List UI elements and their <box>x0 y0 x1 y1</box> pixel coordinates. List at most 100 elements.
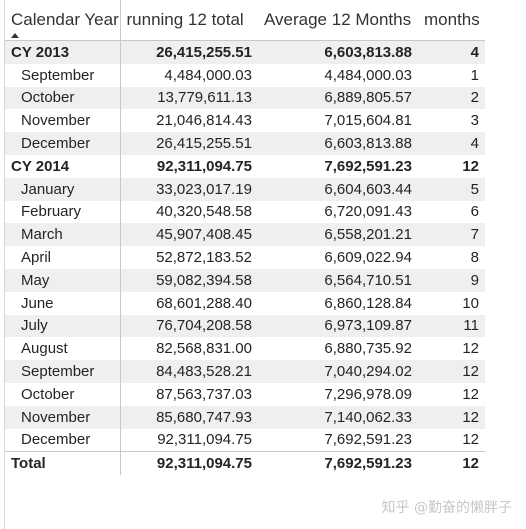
running-total-cell: 92,311,094.75 <box>157 431 252 449</box>
row-label: October <box>5 382 121 406</box>
column-header-months[interactable]: months <box>418 0 485 41</box>
months-cell: 7 <box>418 223 485 247</box>
average-cell: 6,609,022.94 <box>324 249 412 267</box>
total-months: 12 <box>418 451 485 476</box>
total-row: Total 92,311,094.75 7,692,591.23 12 <box>5 451 485 476</box>
running-total-cell: 68,601,288.40 <box>156 294 252 312</box>
average-cell: 6,564,710.51 <box>258 268 418 292</box>
row-label: November <box>5 109 121 133</box>
row-label: August <box>5 337 121 361</box>
table-row: February 40,320,548.58 6,720,091.43 6 <box>5 200 485 224</box>
table-row: January 33,023,017.19 6,604,603.44 5 <box>5 177 485 201</box>
months-cell: 5 <box>418 177 485 201</box>
months-cell: 3 <box>470 112 479 130</box>
row-label: February <box>5 200 121 224</box>
running-total-cell: 45,907,408.45 <box>120 223 258 247</box>
column-header-label: Average 12 Months <box>264 10 412 29</box>
running-total-cell: 13,779,611.13 <box>120 86 258 110</box>
table-row: November 21,046,814.43 7,015,604.81 3 <box>5 109 485 133</box>
running-total-cell: 4,484,000.03 <box>164 66 252 84</box>
months-cell: 12 <box>462 157 479 175</box>
table-row: August 82,568,831.00 6,880,735.92 12 <box>5 337 485 361</box>
row-label: April <box>5 246 121 269</box>
average-cell: 7,692,591.23 <box>324 157 412 175</box>
months-cell: 12 <box>462 385 479 403</box>
row-label: November <box>5 405 121 429</box>
running-total-cell: 87,563,737.03 <box>156 385 252 403</box>
group-row[interactable]: CY 2013 26,415,255.51 6,603,813.88 4 <box>5 40 485 64</box>
months-cell: 11 <box>418 314 485 338</box>
column-header-running-total[interactable]: running 12 total <box>120 0 258 41</box>
average-cell: 7,015,604.81 <box>324 112 412 130</box>
table-row: October 13,779,611.13 6,889,805.57 2 <box>5 86 485 110</box>
watermark: 知乎 @勤奋的懒胖子 <box>381 500 512 516</box>
table-row: July 76,704,208.58 6,973,109.87 11 <box>5 314 485 338</box>
header-row: Calendar Year running 12 total Average 1… <box>5 0 485 41</box>
column-header-average[interactable]: Average 12 Months <box>258 0 418 41</box>
running-total-cell: 52,872,183.52 <box>156 249 252 267</box>
table-row: September 84,483,528.21 7,040,294.02 12 <box>5 360 485 383</box>
average-cell: 7,692,591.23 <box>324 431 412 449</box>
row-label: May <box>5 268 121 292</box>
table-row: June 68,601,288.40 6,860,128.84 10 <box>5 291 485 315</box>
running-total-cell: 33,023,017.19 <box>120 177 258 201</box>
average-cell: 6,973,109.87 <box>258 314 418 338</box>
running-total-cell: 26,415,255.51 <box>120 40 258 64</box>
sort-ascending-icon[interactable] <box>11 33 19 38</box>
row-label: September <box>5 63 121 87</box>
row-label: CY 2014 <box>5 154 121 178</box>
months-cell: 12 <box>418 360 485 383</box>
average-cell: 6,720,091.43 <box>324 203 412 221</box>
table-row: October 87,563,737.03 7,296,978.09 12 <box>5 382 485 406</box>
running-total-cell: 26,415,255.51 <box>120 132 258 155</box>
running-total-cell: 76,704,208.58 <box>120 314 258 338</box>
column-header-label: months <box>424 10 480 29</box>
average-cell: 6,558,201.21 <box>258 223 418 247</box>
column-header-label: Calendar Year <box>11 10 119 29</box>
group-row[interactable]: CY 2014 92,311,094.75 7,692,591.23 12 <box>5 154 485 178</box>
months-cell: 2 <box>418 86 485 110</box>
running-total-cell: 21,046,814.43 <box>156 112 252 130</box>
running-total-cell: 59,082,394.58 <box>120 268 258 292</box>
row-label: CY 2013 <box>5 40 121 64</box>
row-label: October <box>5 86 121 110</box>
average-cell: 6,604,603.44 <box>258 177 418 201</box>
table-row: November 85,680,747.93 7,140,062.33 12 <box>5 405 485 429</box>
months-cell: 9 <box>418 268 485 292</box>
table-row: April 52,872,183.52 6,609,022.94 8 <box>5 246 485 269</box>
average-cell: 7,296,978.09 <box>324 385 412 403</box>
running-total-cell: 84,483,528.21 <box>120 360 258 383</box>
table-row: December 26,415,255.51 6,603,813.88 4 <box>5 132 485 155</box>
average-cell: 6,603,813.88 <box>258 40 418 64</box>
months-cell: 10 <box>462 294 479 312</box>
months-cell: 8 <box>470 249 479 267</box>
table-row: March 45,907,408.45 6,558,201.21 7 <box>5 223 485 247</box>
average-cell: 7,140,062.33 <box>258 405 418 429</box>
row-label: March <box>5 223 121 247</box>
matrix-body: CY 2013 26,415,255.51 6,603,813.88 4 Septemb… <box>5 40 485 452</box>
average-cell: 7,040,294.02 <box>258 360 418 383</box>
average-cell: 6,603,813.88 <box>258 132 418 155</box>
column-header-label: running 12 total <box>126 10 244 29</box>
running-total-cell: 82,568,831.00 <box>156 340 252 358</box>
row-label: September <box>5 360 121 383</box>
visual-left-border <box>4 0 5 529</box>
row-label: July <box>5 314 121 338</box>
months-cell: 4 <box>418 132 485 155</box>
matrix-table: Calendar Year running 12 total Average 1… <box>5 0 485 476</box>
running-total-cell: 85,680,747.93 <box>120 405 258 429</box>
total-running-total: 92,311,094.75 <box>120 451 258 476</box>
average-cell: 6,880,735.92 <box>324 340 412 358</box>
row-label: June <box>5 291 121 315</box>
running-total-cell: 40,320,548.58 <box>156 203 252 221</box>
table-row: September 4,484,000.03 4,484,000.03 1 <box>5 63 485 87</box>
average-cell: 6,889,805.57 <box>258 86 418 110</box>
months-cell: 12 <box>462 340 479 358</box>
row-label: December <box>5 428 121 452</box>
table-row: December 92,311,094.75 7,692,591.23 12 <box>5 428 485 452</box>
column-header-calendar-year[interactable]: Calendar Year <box>5 0 121 41</box>
row-label: January <box>5 177 121 201</box>
total-label: Total <box>5 451 121 476</box>
months-cell: 1 <box>470 66 479 84</box>
months-cell: 4 <box>418 40 485 64</box>
